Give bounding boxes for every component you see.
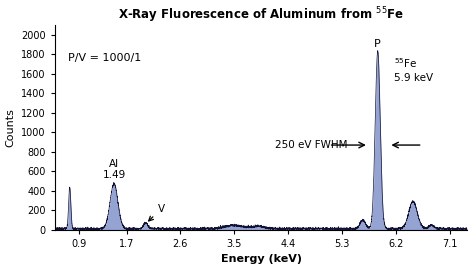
Text: 250 eV FWHM: 250 eV FWHM [275,140,347,150]
Text: V: V [149,204,165,221]
Text: P/V = 1000/1: P/V = 1000/1 [68,53,141,63]
X-axis label: Energy (keV): Energy (keV) [220,254,302,264]
Text: P: P [374,39,380,49]
Title: X-Ray Fluorescence of Aluminum from $^{55}$Fe: X-Ray Fluorescence of Aluminum from $^{5… [118,6,404,25]
Y-axis label: Counts: Counts [6,108,16,147]
Text: Al
1.49: Al 1.49 [102,158,126,180]
Text: $^{55}$Fe
5.9 keV: $^{55}$Fe 5.9 keV [394,56,434,83]
